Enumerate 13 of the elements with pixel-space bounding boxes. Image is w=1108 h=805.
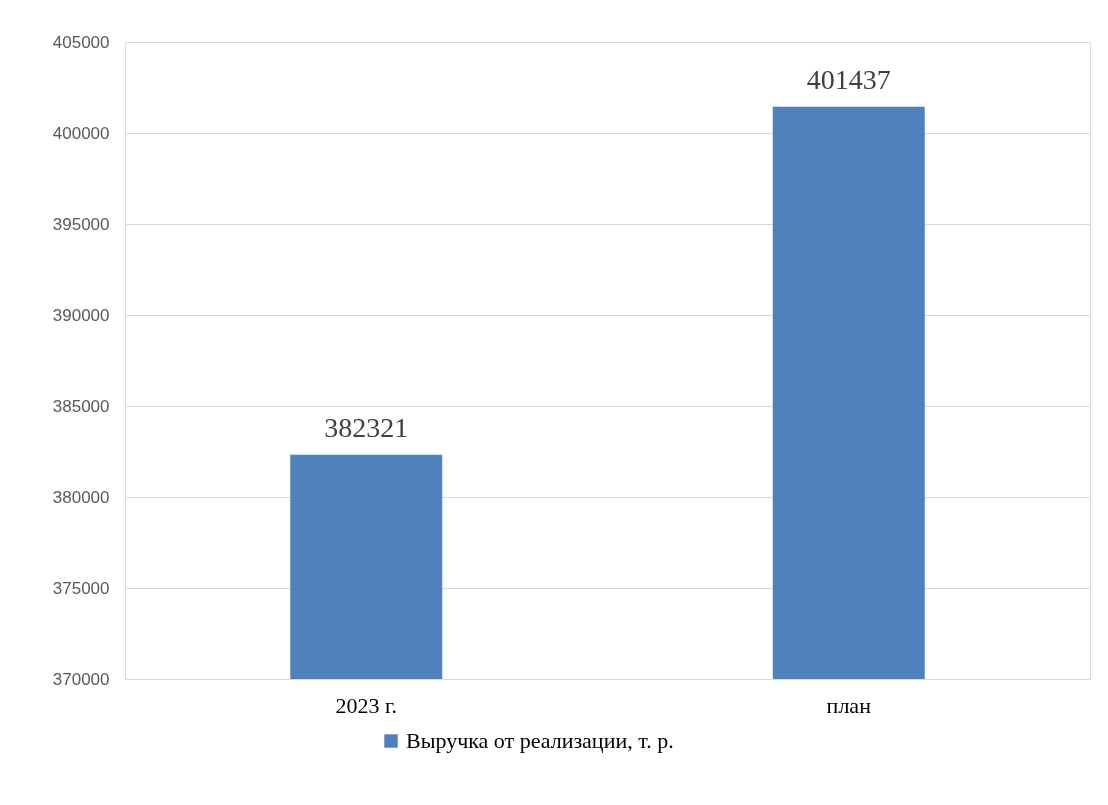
y-tick-label: 385000: [52, 396, 110, 416]
x-tick-label: 2023 г.: [335, 692, 398, 718]
legend-label: Выручка от реализации, т. р.: [406, 728, 674, 753]
x-tick-label: план: [826, 692, 872, 718]
y-tick-label: 390000: [52, 305, 110, 325]
y-tick-label: 370000: [52, 669, 110, 689]
y-tick-label: 395000: [52, 214, 110, 234]
data-label: 382321: [324, 411, 409, 443]
y-tick-label: 400000: [52, 123, 110, 143]
y-tick-label: 405000: [52, 32, 110, 52]
y-tick-label: 375000: [52, 578, 110, 598]
y-tick-label: 380000: [52, 487, 110, 507]
data-label: 401437: [806, 63, 891, 95]
